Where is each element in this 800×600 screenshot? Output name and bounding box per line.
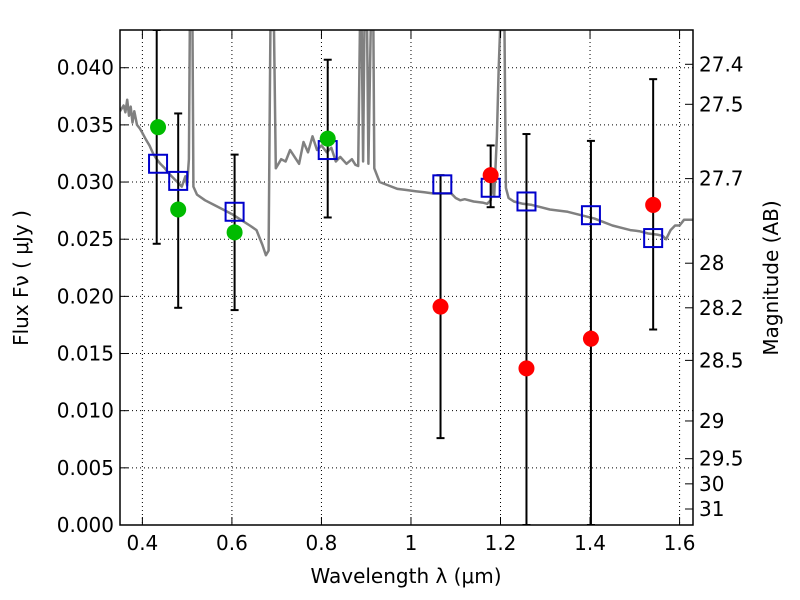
grid-lines [120,30,693,525]
y-tick-label: 0.005 [57,456,114,480]
y-tick-label: 0.030 [57,170,114,194]
model-flux-square [224,201,245,222]
axis-ticks: 0.4 0.6 0.8 1 1.2 1.4 1.6 0.000 0.005 0.010 0.015 0… [57,30,744,555]
observed-flux-point [645,196,662,213]
x-tick-label: 1.4 [574,531,606,555]
x-tick-label: 1.2 [485,531,517,555]
model-sed-series [120,30,693,257]
model-flux-square [643,228,664,249]
y-tick-label: 0.000 [57,513,114,537]
y-tick-label: 0.015 [57,342,114,366]
observed-flux-point [170,201,187,218]
plot-area [120,30,693,525]
error-bar-series [152,30,658,525]
x-tick-label: 0.8 [306,531,338,555]
y-tick-label: 0.040 [57,56,114,80]
y2-tick-label: 31 [699,497,724,521]
y2-tick-label: 30 [699,472,724,496]
sed-line [120,30,693,257]
x-tick-label: 0.6 [216,531,248,555]
model-flux-square [516,191,537,212]
observed-flux-point [319,130,336,147]
model-flux-square [148,153,169,174]
y2-tick-label: 29.5 [699,447,744,471]
observed-flux-point [150,119,167,136]
x-tick-label: 0.4 [126,531,158,555]
model-flux-square [580,205,601,226]
plot-frame [119,29,694,526]
y-tick-label: 0.025 [57,227,114,251]
observed-flux-point [482,167,499,184]
x-tick-label: 1 [405,531,418,555]
y2-tick-label: 27.5 [699,92,744,116]
model-band-flux-series [148,140,664,249]
observed-flux-point [432,298,449,315]
model-flux-square [432,174,453,195]
x-axis-label: Wavelength λ (μm) [310,564,501,588]
y-axis-label: Flux Fν ( μJy ) [9,210,33,346]
observed-flux-point [582,330,599,347]
y-tick-label: 0.010 [57,399,114,423]
model-flux-square [168,170,189,191]
observed-flux-series [150,119,662,377]
y-tick-label: 0.035 [57,113,114,137]
observed-flux-point [518,360,535,377]
x-tick-label: 1.6 [664,531,696,555]
y2-tick-label: 28.2 [699,296,744,320]
y2-tick-label: 28.5 [699,348,744,372]
observed-flux-point [226,224,243,241]
y-tick-label: 0.020 [57,284,114,308]
y2-tick-label: 28 [699,251,724,275]
y2-tick-label: 29 [699,409,724,433]
y2-tick-label: 27.7 [699,167,744,191]
y2-axis-label: Magnitude (AB) [759,200,783,355]
y2-tick-label: 27.4 [699,52,744,76]
